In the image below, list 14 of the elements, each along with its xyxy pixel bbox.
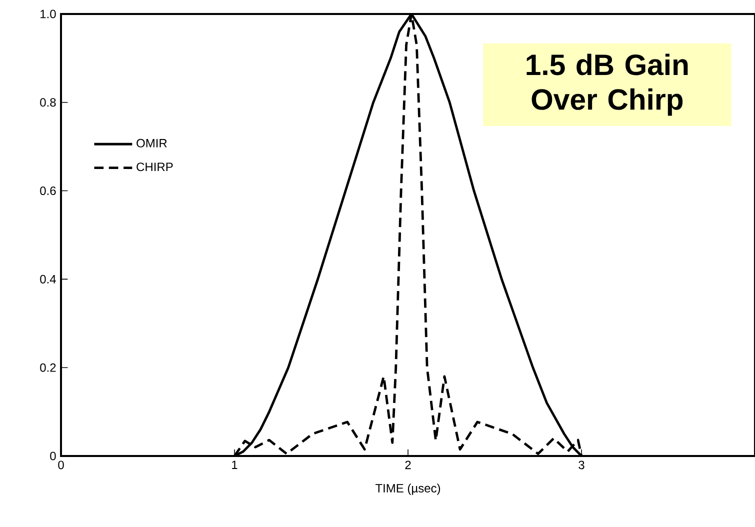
x-tick-label: 2 <box>405 460 411 470</box>
y-tick-label: 0.4 <box>40 274 56 284</box>
legend-label: OMIR <box>136 138 167 148</box>
y-tick-label: 0.2 <box>40 363 56 372</box>
x-axis-title: TIME (µsec) <box>375 484 440 495</box>
x-tick-label: 0 <box>58 460 64 470</box>
y-tick-label: 1.0 <box>40 10 56 18</box>
annotation: 1.5 dB Gain Over Chirp <box>526 54 688 116</box>
y-tick-label: 0.8 <box>40 98 56 107</box>
y-tick-label: 0.6 <box>40 186 56 196</box>
y-tick-label: 0 <box>50 452 56 460</box>
legend-label: CHIRP <box>136 162 173 172</box>
x-tick-label: 1 <box>232 460 238 469</box>
x-tick-label: 3 <box>578 460 584 470</box>
